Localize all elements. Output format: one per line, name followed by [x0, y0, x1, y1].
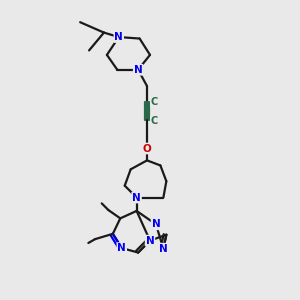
Text: N: N: [132, 193, 141, 202]
Text: O: O: [143, 143, 152, 154]
Text: N: N: [114, 32, 123, 42]
Text: C: C: [151, 97, 158, 106]
Text: N: N: [159, 244, 168, 254]
Text: N: N: [117, 243, 126, 253]
Text: C: C: [151, 116, 158, 126]
Text: N: N: [134, 65, 142, 75]
Text: N: N: [146, 236, 154, 246]
Text: N: N: [152, 219, 160, 229]
